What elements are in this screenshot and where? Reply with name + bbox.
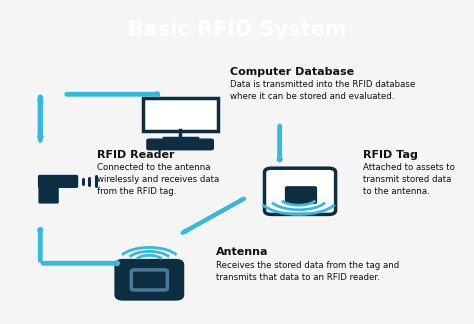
Text: Antenna: Antenna bbox=[216, 248, 268, 258]
FancyBboxPatch shape bbox=[131, 270, 167, 290]
Text: Basic RFID System: Basic RFID System bbox=[128, 20, 346, 40]
Text: RFID Tag: RFID Tag bbox=[363, 150, 418, 160]
FancyBboxPatch shape bbox=[116, 260, 182, 299]
FancyBboxPatch shape bbox=[38, 184, 59, 203]
FancyBboxPatch shape bbox=[151, 103, 210, 126]
FancyBboxPatch shape bbox=[264, 168, 336, 214]
FancyBboxPatch shape bbox=[38, 175, 78, 188]
FancyBboxPatch shape bbox=[285, 186, 317, 204]
Text: Data is transmitted into the RFID database
where it can be stored and evaluated.: Data is transmitted into the RFID databa… bbox=[230, 80, 415, 100]
Text: Computer Database: Computer Database bbox=[230, 66, 354, 76]
Text: Connected to the antenna
wirelessly and receives data
from the RFID tag.: Connected to the antenna wirelessly and … bbox=[97, 163, 219, 195]
Text: RFID Reader: RFID Reader bbox=[97, 150, 175, 160]
Text: Receives the stored data from the tag and
transmits that data to an RFID reader.: Receives the stored data from the tag an… bbox=[216, 261, 399, 282]
Text: Attached to assets to
transmit stored data
to the antenna.: Attached to assets to transmit stored da… bbox=[363, 163, 455, 195]
FancyBboxPatch shape bbox=[143, 98, 218, 131]
FancyBboxPatch shape bbox=[147, 139, 213, 150]
